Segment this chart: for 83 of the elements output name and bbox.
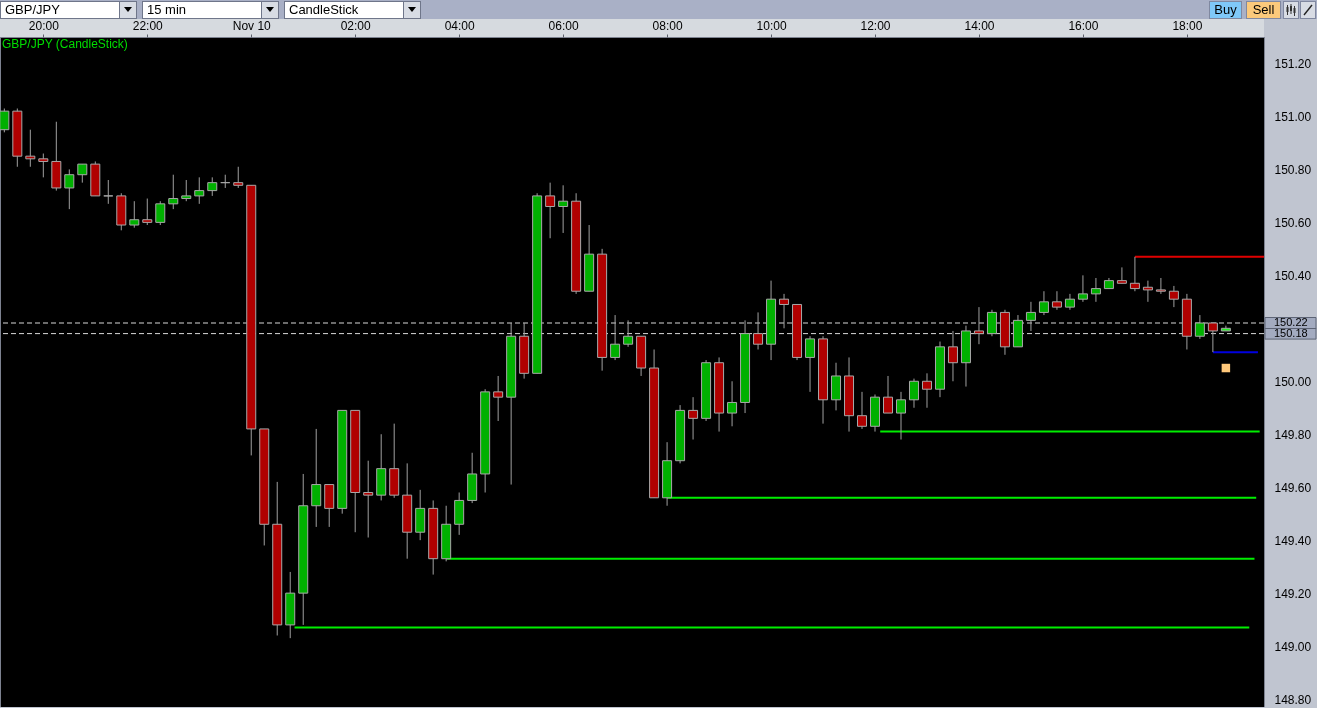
candlestick — [1168, 285, 1179, 308]
candlestick — [324, 484, 335, 528]
candlestick — [947, 330, 958, 382]
candlestick — [727, 380, 738, 427]
candlestick — [545, 182, 556, 239]
x-tick-label: 04:00 — [444, 18, 475, 33]
y-tick-label: 151.20 — [1274, 56, 1312, 71]
candlestick — [168, 174, 179, 210]
y-tick-label: 149.60 — [1274, 480, 1312, 495]
y-tick-label: 150.00 — [1274, 374, 1312, 389]
y-tick-label: 149.00 — [1274, 639, 1312, 654]
candlestick — [831, 362, 842, 411]
candlestick — [1077, 274, 1088, 303]
y-tick-label: 148.80 — [1274, 692, 1312, 707]
chart-title: GBP/JPY (CandleStick) — [2, 37, 128, 51]
y-tick-label: 150.40 — [1274, 268, 1312, 283]
dropdown[interactable]: GBP/JPY — [0, 1, 137, 19]
candlestick — [194, 176, 205, 205]
x-tick-label: Nov 10 — [232, 18, 272, 33]
candlestick — [1051, 290, 1062, 311]
candlestick — [883, 375, 894, 414]
candlestick — [207, 176, 218, 197]
candlestick — [493, 375, 504, 422]
candlestick — [311, 428, 322, 528]
x-tick-label: 22:00 — [132, 18, 164, 33]
x-tick-label: 20:00 — [28, 18, 60, 33]
candlestick — [1142, 280, 1153, 303]
dropdown[interactable]: 15 min — [142, 1, 279, 19]
candlestick — [1207, 322, 1218, 353]
ref-line-label: 150.22 — [1274, 316, 1308, 329]
candlestick — [805, 335, 816, 393]
candlestick — [155, 200, 166, 226]
button[interactable]: Sell — [1246, 1, 1281, 19]
x-tick-label: 18:00 — [1172, 18, 1203, 33]
candlestick — [129, 200, 140, 229]
x-tick-label: 08:00 — [652, 18, 683, 33]
candlestick — [233, 166, 244, 189]
candlestick — [77, 163, 88, 184]
x-tick-label: 12:00 — [860, 18, 891, 33]
candlestick — [0, 108, 10, 133]
candlestick — [1194, 314, 1205, 340]
candlestick — [857, 391, 868, 430]
y-tick-label: 150.80 — [1274, 162, 1312, 177]
x-tick-label: 06:00 — [548, 18, 579, 33]
candlestick — [363, 460, 374, 539]
candlestick — [688, 396, 699, 441]
candlestick — [921, 372, 932, 409]
x-tick-label: 02:00 — [340, 18, 372, 33]
button[interactable] — [1300, 1, 1316, 19]
candlestick — [1090, 277, 1101, 303]
candlestick — [181, 179, 192, 202]
candlestick — [64, 168, 75, 210]
x-tick-label: 10:00 — [756, 18, 787, 33]
candlestick — [973, 306, 984, 345]
candlestick — [1025, 301, 1036, 332]
candlestick — [1155, 277, 1166, 295]
candlestick — [142, 198, 153, 226]
candlestick — [103, 179, 114, 205]
candlestick — [38, 153, 49, 178]
candlestick — [610, 314, 621, 361]
x-tick-label: 16:00 — [1068, 18, 1099, 33]
candlestick — [753, 311, 764, 350]
y-tick-label: 149.40 — [1274, 533, 1312, 548]
candlestick — [1038, 290, 1049, 316]
candlestick — [986, 309, 997, 337]
candlestick — [454, 491, 465, 536]
candlestick — [1129, 256, 1140, 292]
candlestick — [415, 489, 426, 541]
candlestick — [1116, 266, 1127, 284]
x-tick-label: 14:00 — [964, 18, 995, 33]
button[interactable] — [1283, 1, 1299, 19]
dropdown[interactable]: CandleStick — [284, 1, 421, 19]
y-tick-label: 150.60 — [1274, 215, 1312, 230]
ref-line-label: 150.18 — [1274, 326, 1308, 339]
candlestick — [779, 293, 790, 329]
candlestick — [909, 378, 919, 409]
candlestick — [558, 184, 569, 234]
y-tick-label: 151.00 — [1274, 109, 1312, 124]
candlestick — [896, 391, 906, 441]
candlestick — [623, 319, 634, 348]
button[interactable]: Buy — [1209, 1, 1242, 19]
y-tick-label: 149.80 — [1274, 427, 1312, 442]
y-tick-label: 149.20 — [1274, 586, 1312, 601]
